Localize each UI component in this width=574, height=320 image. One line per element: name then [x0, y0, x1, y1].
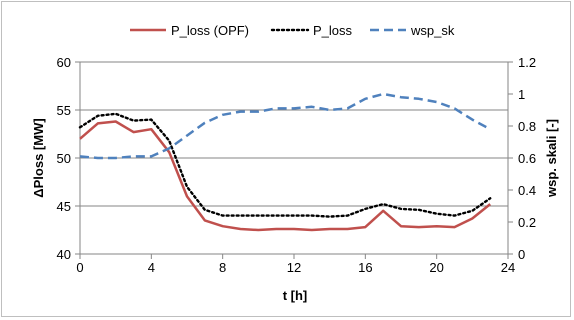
- legend: P_loss (OPF) P_loss wsp_sk: [130, 23, 455, 38]
- x-tick-label: 8: [219, 260, 226, 275]
- y-tick-label: 60: [57, 55, 71, 70]
- x-tick-label: 0: [76, 260, 83, 275]
- y2-tick-label: 1: [518, 87, 525, 102]
- y-tick-label: 45: [57, 199, 71, 214]
- y2-tick-label: 1.2: [518, 55, 536, 70]
- x-tick-label: 12: [287, 260, 301, 275]
- gridlines: [80, 61, 508, 207]
- y-tick-label: 50: [57, 151, 71, 166]
- x-axis-title: t [h]: [283, 288, 308, 303]
- series-lines: [78, 92, 492, 232]
- tick-labels: 0 4 8 12 16 20 24 40 45 50 55 60 0 0.2 0.4 0.6 0.8 1 1.2: [57, 55, 537, 275]
- x-tick-label: 16: [358, 260, 372, 275]
- y2-tick-label: 0.4: [518, 183, 536, 198]
- legend-label: P_loss (OPF): [171, 23, 249, 38]
- y2-tick-label: 0.2: [518, 215, 536, 230]
- series-line-wsp-sk: [79, 92, 491, 160]
- y-axis-title: ΔPloss [MW]: [31, 118, 46, 197]
- x-tick-label: 4: [148, 260, 155, 275]
- axes: [75, 61, 513, 259]
- x-tick-label: 20: [429, 260, 443, 275]
- series-line-p-loss: [78, 112, 492, 218]
- y2-tick-label: 0.6: [518, 151, 536, 166]
- y2-axis-title: wsp. skali [-]: [544, 119, 559, 198]
- y2-tick-label: 0.8: [518, 119, 536, 134]
- x-tick-label: 24: [501, 260, 515, 275]
- legend-label: P_loss: [313, 23, 353, 38]
- series-line-p-loss-opf: [79, 120, 491, 232]
- y-tick-label: 55: [57, 103, 71, 118]
- y2-tick-label: 0: [518, 247, 525, 262]
- legend-label: wsp_sk: [410, 23, 455, 38]
- y-tick-label: 40: [57, 247, 71, 262]
